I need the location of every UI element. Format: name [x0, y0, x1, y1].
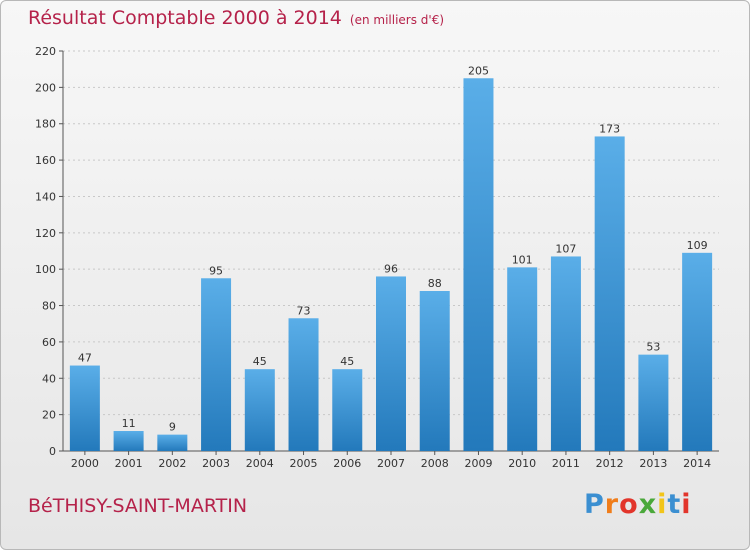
y-tick-label: 60 [42, 336, 56, 349]
logo-letter: t [667, 489, 682, 520]
bar-2005 [288, 318, 319, 451]
value-label-2004: 45 [253, 355, 267, 368]
chart-title: Résultat Comptable 2000 à 2014 (en millie… [28, 7, 444, 29]
x-tick-label-2000: 2000 [71, 457, 99, 470]
x-tick-label-2012: 2012 [596, 457, 624, 470]
logo-letter: r [604, 489, 620, 520]
y-tick-label: 120 [35, 227, 56, 240]
bar-2003 [201, 278, 232, 451]
value-label-2005: 73 [297, 304, 311, 317]
y-tick-label: 0 [49, 445, 56, 458]
logo-letter: i [681, 489, 692, 520]
value-label-2010: 101 [512, 253, 533, 266]
logo-letter: P [584, 489, 605, 520]
x-tick-label-2014: 2014 [683, 457, 711, 470]
bar-2009 [463, 78, 494, 451]
x-tick-label-2008: 2008 [421, 457, 449, 470]
y-tick-label: 180 [35, 118, 56, 131]
chart-title-main: Résultat Comptable 2000 à 2014 [28, 7, 342, 29]
y-tick-label: 220 [35, 45, 56, 58]
y-tick-label: 80 [42, 300, 56, 313]
y-tick-label: 160 [35, 154, 56, 167]
value-label-2007: 96 [384, 262, 398, 275]
bar-2006 [332, 369, 363, 451]
value-label-2000: 47 [78, 352, 92, 365]
x-tick-label-2004: 2004 [246, 457, 274, 470]
logo-letter: o [619, 489, 639, 520]
x-tick-label-2007: 2007 [377, 457, 405, 470]
bar-2014 [682, 252, 713, 451]
y-tick-label: 40 [42, 372, 56, 385]
bar-2013 [638, 354, 669, 451]
y-tick-label: 100 [35, 263, 56, 276]
value-label-2009: 205 [468, 64, 489, 77]
data-labels: 47 11 9 95 45 73 45 96 88 205 101 107 173 53 109 [78, 64, 708, 433]
bar-2011 [550, 256, 581, 451]
bar-2002 [157, 434, 188, 451]
commune-name: BéTHISY-SAINT-MARTIN [28, 495, 248, 517]
value-label-2014: 109 [687, 239, 708, 252]
x-tick-label-2013: 2013 [639, 457, 667, 470]
x-tick-label-2001: 2001 [115, 457, 143, 470]
bars [69, 78, 713, 452]
x-tick-label-2011: 2011 [552, 457, 580, 470]
bar-2007 [376, 276, 406, 451]
logo-letter: x [638, 489, 658, 520]
value-label-2013: 53 [646, 341, 660, 354]
x-tick-label-2010: 2010 [508, 457, 536, 470]
x-tick-label-2002: 2002 [158, 457, 186, 470]
y-tick-label: 140 [35, 190, 56, 203]
value-label-2012: 173 [599, 122, 620, 135]
bar-2010 [507, 267, 538, 451]
bar-2008 [419, 291, 450, 451]
proxiti-logo: Proxiti [584, 489, 692, 520]
y-tick-label: 20 [42, 409, 56, 422]
value-label-2002: 9 [169, 421, 176, 434]
bar-2012 [594, 136, 625, 452]
bar-2001 [113, 431, 144, 451]
bar-2000 [69, 365, 100, 451]
logo-letter: i [657, 489, 668, 520]
value-label-2008: 88 [428, 277, 442, 290]
value-label-2006: 45 [340, 355, 354, 368]
y-tick-label: 200 [35, 81, 56, 94]
value-label-2001: 11 [122, 417, 136, 430]
x-tick-label-2005: 2005 [290, 457, 318, 470]
value-label-2011: 107 [555, 242, 576, 255]
x-tick-label-2003: 2003 [202, 457, 230, 470]
chart-subtitle: (en milliers d'€) [349, 13, 445, 27]
x-tick-label-2009: 2009 [464, 457, 492, 470]
value-label-2003: 95 [209, 264, 223, 277]
bar-2004 [244, 369, 275, 451]
x-tick-label-2006: 2006 [333, 457, 361, 470]
